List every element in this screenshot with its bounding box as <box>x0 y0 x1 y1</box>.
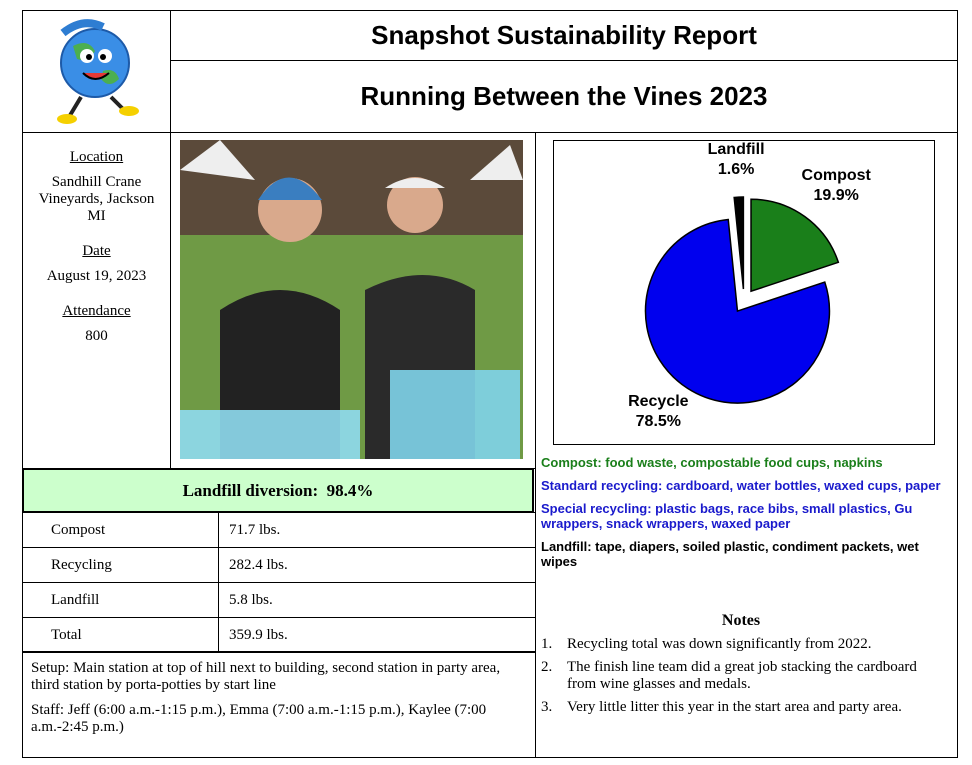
diversion-value: 98.4% <box>326 481 374 500</box>
note-text: Recycling total was down significantly f… <box>567 636 872 652</box>
slice-label: Landfill <box>708 141 765 158</box>
logo-cell <box>22 10 171 133</box>
note-list: 1. Recycling total was down significantly… <box>541 636 941 716</box>
info-value: 800 <box>85 328 108 344</box>
stream-text: Standard recycling: cardboard, water bot… <box>541 478 941 493</box>
row-value: 5.8 lbs. <box>218 582 536 618</box>
note-item: 1. Recycling total was down significantly… <box>541 636 941 653</box>
note-number: 3. <box>541 699 553 715</box>
photo-cell <box>170 132 536 469</box>
notes: Notes 1. Recycling total was down signifi… <box>541 612 941 722</box>
pie-slice <box>750 198 840 293</box>
note-item: 2. The finish line team did a great job s… <box>541 659 941 693</box>
subtitle: Running Between the Vines 2023 <box>170 60 958 133</box>
row-label: Total <box>22 617 219 653</box>
pie-slice <box>733 196 745 290</box>
info-value: August 19, 2023 <box>46 268 147 284</box>
logo <box>57 19 139 124</box>
note-text: Very little litter this year in the star… <box>567 699 902 715</box>
chart: Compost 19.9% Recycle 78.5% Landfill 1.6% <box>553 140 935 445</box>
info-label: Location <box>69 149 124 165</box>
stream-text: Compost: food waste, compostable food cu… <box>541 455 883 470</box>
right-cell <box>535 132 958 758</box>
note-number: 2. <box>541 659 553 675</box>
row-label: Landfill <box>22 582 219 618</box>
row-value: 282.4 lbs. <box>218 547 536 583</box>
slice-value: 78.5% <box>636 413 681 430</box>
note-number: 1. <box>541 636 553 652</box>
diversion-label: Landfill diversion: <box>182 481 319 500</box>
info-value: Sandhill Crane Vineyards, Jackson MI <box>38 174 155 224</box>
notes-title: Notes <box>721 612 761 629</box>
setup-cell: Setup: Main station at top of hill next … <box>22 651 536 758</box>
note-text: The finish line team did a great job sta… <box>567 659 917 692</box>
slice-label: Compost <box>802 167 872 184</box>
stream-text: Landfill: tape, diapers, soiled plastic,… <box>541 539 919 569</box>
info-label: Attendance <box>62 303 131 319</box>
staff: Staff: Jeff (6:00 a.m.-1:15 p.m.), Emma … <box>31 702 487 735</box>
row-label: Compost <box>22 512 219 548</box>
slice-value: 19.9% <box>814 187 859 204</box>
stream-text: Special recycling: plastic bags, race bi… <box>541 501 913 531</box>
diversion: Landfill diversion: 98.4% <box>22 468 534 513</box>
title: Snapshot Sustainability Report <box>170 10 958 61</box>
setup: Setup: Main station at top of hill next … <box>31 660 501 693</box>
row-label: Recycling <box>22 547 219 583</box>
photo <box>180 140 523 459</box>
row-value: 71.7 lbs. <box>218 512 536 548</box>
slice-label: Recycle <box>628 393 689 410</box>
event-info: Location Sandhill Crane Vineyards, Jacks… <box>22 132 171 469</box>
stream-list: Compost: food waste, compostable food cu… <box>541 455 951 577</box>
note-item: 3. Very little litter this year in the st… <box>541 699 941 716</box>
row-value: 359.9 lbs. <box>218 617 536 653</box>
info-label: Date <box>82 243 111 259</box>
pie-slice <box>644 218 831 404</box>
slice-value: 1.6% <box>718 161 754 178</box>
